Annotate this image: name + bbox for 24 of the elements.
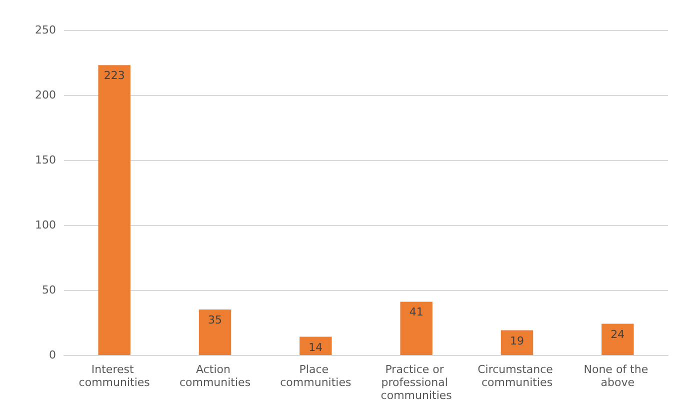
y-tick-label: 0: [49, 348, 56, 362]
data-label: 223: [104, 69, 125, 82]
data-label: 14: [308, 340, 323, 354]
bar: [602, 324, 634, 355]
data-label: 24: [610, 328, 625, 341]
data-label: 19: [510, 334, 524, 348]
y-tick-label: 100: [35, 218, 56, 232]
x-tick-label: Place communities: [280, 363, 352, 389]
x-tick-label: None of the above: [584, 363, 652, 389]
bar: [98, 65, 130, 355]
y-tick-label: 200: [35, 88, 56, 102]
bar: [198, 310, 232, 355]
x-tick-label: Circumstance communities: [478, 363, 556, 389]
y-tick-label: 50: [42, 284, 56, 296]
y-tick-label: 150: [35, 154, 56, 166]
x-tick-label: Practice or professional communities: [380, 363, 452, 402]
y-tick-label: 250: [35, 24, 56, 36]
x-tick-label: Action communities: [179, 363, 251, 389]
x-tick-label: Interest communities: [78, 363, 150, 389]
data-label: 35: [208, 314, 222, 326]
bar: [400, 302, 432, 355]
data-label: 41: [409, 306, 424, 319]
bar: [300, 336, 332, 355]
bar: [500, 330, 534, 355]
